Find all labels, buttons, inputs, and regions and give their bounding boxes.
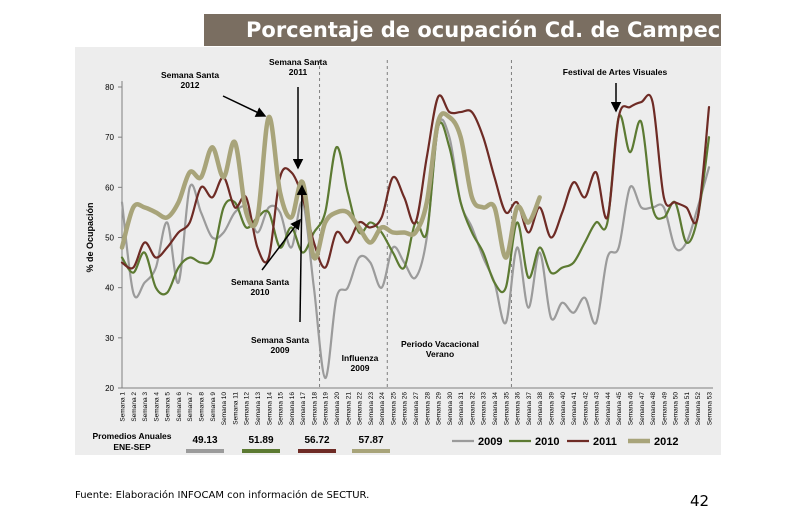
annotation-arrow xyxy=(261,218,301,271)
x-tick-label: Semana 32 xyxy=(469,392,476,426)
x-tick-label: Semana 4 xyxy=(153,392,160,422)
legend-label-2012: 2012 xyxy=(654,436,678,448)
x-tick-label: Semana 49 xyxy=(661,392,668,426)
x-tick-label: Semana 17 xyxy=(300,392,307,426)
legend-label-2011: 2011 xyxy=(593,436,617,448)
x-tick-label: Semana 45 xyxy=(616,392,623,426)
x-tick-label: Semana 25 xyxy=(390,392,397,426)
x-tick-label: Semana 42 xyxy=(582,392,589,426)
series-line-2012 xyxy=(119,111,542,261)
x-tick-label: Semana 12 xyxy=(244,392,251,426)
y-tick-label: 40 xyxy=(105,284,114,293)
y-tick-label: 50 xyxy=(105,234,114,243)
x-tick-label: Semana 29 xyxy=(436,392,443,426)
annual-average-value-2010: 51.89 xyxy=(248,435,273,446)
x-tick-label: Semana 50 xyxy=(673,392,680,426)
x-tick-label: Semana 20 xyxy=(334,392,341,426)
annotation-arrow xyxy=(222,95,267,117)
x-tick-label: Semana 34 xyxy=(492,392,499,426)
x-tick-label: Semana 9 xyxy=(210,392,217,422)
x-tick-label: Semana 15 xyxy=(278,392,285,426)
x-tick-label: Semana 10 xyxy=(221,392,228,426)
semana-santa-2009-label: Semana Santa xyxy=(251,335,309,345)
semana-santa-2012-label: Semana Santa xyxy=(161,70,219,80)
source-note: Fuente: Elaboración INFOCAM con informac… xyxy=(75,490,370,501)
x-tick-label: Semana 19 xyxy=(323,392,330,426)
x-tick-label: Semana 48 xyxy=(650,392,657,426)
x-tick-label: Semana 18 xyxy=(311,392,318,426)
semana-santa-2011-label: Semana Santa xyxy=(269,57,327,67)
x-tick-label: Semana 6 xyxy=(176,392,183,422)
x-tick-label: Semana 22 xyxy=(357,392,364,426)
x-tick-label: Semana 52 xyxy=(695,392,702,426)
annotation-arrow xyxy=(296,184,308,323)
x-tick-label: Semana 39 xyxy=(548,392,555,426)
annual-average-value-2012: 57.87 xyxy=(358,435,383,446)
x-tick-label: Semana 7 xyxy=(187,392,194,422)
x-tick-label: Semana 5 xyxy=(165,392,172,422)
x-tick-label: Semana 2 xyxy=(131,392,138,422)
x-tick-label: Semana 41 xyxy=(571,392,578,426)
x-tick-label: Semana 27 xyxy=(413,392,420,426)
semana-santa-2010-label: Semana Santa xyxy=(231,277,289,287)
x-tick-label: Semana 51 xyxy=(684,392,691,426)
x-tick-label: Semana 33 xyxy=(481,392,488,426)
x-tick-label: Semana 1 xyxy=(120,392,127,422)
y-tick-label: 80 xyxy=(105,83,114,92)
annual-averages-label: Promedios Anuales xyxy=(92,431,171,441)
x-tick-label: Semana 14 xyxy=(266,392,273,426)
x-tick-label: Semana 30 xyxy=(447,392,454,426)
y-axis-title: % de Ocupación xyxy=(85,202,95,272)
semana-santa-2012-label: 2012 xyxy=(181,80,200,90)
annual-averages-label: ENE-SEP xyxy=(113,442,151,452)
y-tick-label: 60 xyxy=(105,183,114,192)
x-tick-label: Semana 38 xyxy=(537,392,544,426)
x-tick-label: Semana 53 xyxy=(707,392,714,426)
x-tick-label: Semana 40 xyxy=(560,392,567,426)
x-tick-label: Semana 28 xyxy=(424,392,431,426)
x-tick-label: Semana 3 xyxy=(142,392,149,422)
x-tick-label: Semana 37 xyxy=(526,392,533,426)
x-tick-label: Semana 35 xyxy=(503,392,510,426)
x-tick-label: Semana 47 xyxy=(639,392,646,426)
y-tick-label: 30 xyxy=(105,334,114,343)
y-tick-label: 70 xyxy=(105,133,114,142)
legend-label-2010: 2010 xyxy=(535,436,559,448)
page-number: 42 xyxy=(690,492,710,510)
periodo-vacacional-label: Periodo Vacacional xyxy=(401,339,479,349)
semana-santa-2010-label: 2010 xyxy=(251,287,270,297)
x-tick-label: Semana 24 xyxy=(379,392,386,426)
series-line-2010 xyxy=(120,114,711,296)
x-tick-label: Semana 23 xyxy=(368,392,375,426)
annual-average-value-2011: 56.72 xyxy=(304,435,329,446)
festival-artes-label: Festival de Artes Visuales xyxy=(563,67,668,77)
x-tick-label: Semana 44 xyxy=(605,392,612,426)
x-tick-label: Semana 16 xyxy=(289,392,296,426)
x-tick-label: Semana 31 xyxy=(458,392,465,426)
influenza-2009-label: 2009 xyxy=(351,363,370,373)
chart-title: Porcentaje de ocupación Cd. de Campeche xyxy=(204,14,721,46)
x-tick-label: Semana 11 xyxy=(232,392,239,425)
x-tick-label: Semana 13 xyxy=(255,392,262,426)
y-tick-label: 20 xyxy=(105,384,114,393)
x-tick-label: Semana 36 xyxy=(515,392,522,426)
legend-label-2009: 2009 xyxy=(478,436,502,448)
x-tick-label: Semana 46 xyxy=(627,392,634,426)
semana-santa-2011-label: 2011 xyxy=(289,67,308,77)
periodo-vacacional-label: Verano xyxy=(426,349,454,359)
semana-santa-2009-label: 2009 xyxy=(271,345,290,355)
annual-average-value-2009: 49.13 xyxy=(192,435,217,446)
x-tick-label: Semana 43 xyxy=(594,392,601,426)
x-tick-label: Semana 26 xyxy=(402,392,409,426)
x-tick-label: Semana 21 xyxy=(345,392,352,426)
x-tick-label: Semana 8 xyxy=(199,392,206,422)
influenza-2009-label: Influenza xyxy=(342,353,379,363)
